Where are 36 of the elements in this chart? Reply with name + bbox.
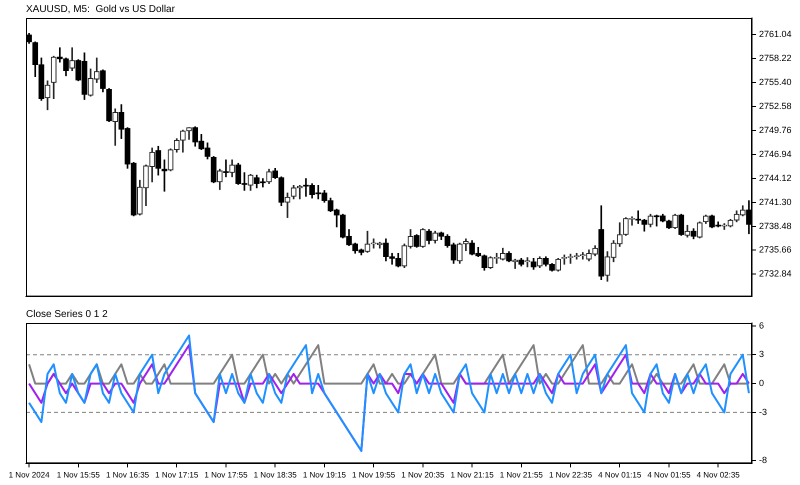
x-tick-label: 4 Nov 01:55 bbox=[647, 470, 692, 480]
x-tick-label: 1 Nov 19:55 bbox=[352, 470, 396, 480]
y-tick-label: 2758.22 bbox=[759, 53, 792, 64]
x-tick-label: 1 Nov 17:15 bbox=[155, 470, 199, 480]
x-tick-label: 1 Nov 21:55 bbox=[500, 470, 544, 480]
y-tick-label: -8 bbox=[759, 455, 768, 465]
candlestick bbox=[223, 160, 229, 178]
y-tick-label: 2752.58 bbox=[759, 100, 792, 111]
chart-title: XAUUSD, M5: Gold vs US Dollar bbox=[26, 4, 176, 15]
y-tick-label: -3 bbox=[759, 406, 768, 417]
x-tick-label: 1 Nov 17:55 bbox=[204, 470, 248, 480]
y-tick-label: 2738.48 bbox=[759, 220, 792, 231]
y-tick-label: 2746.94 bbox=[759, 148, 792, 159]
x-tick-label: 1 Nov 2024 bbox=[8, 470, 50, 480]
y-tick-label: 2749.76 bbox=[759, 124, 792, 135]
x-tick-label: 1 Nov 21:15 bbox=[450, 470, 494, 480]
x-tick-label: 1 Nov 20:35 bbox=[401, 470, 445, 480]
x-tick-label: 1 Nov 18:35 bbox=[254, 470, 298, 480]
y-tick-label: 2741.30 bbox=[759, 196, 792, 207]
candlestick bbox=[284, 192, 290, 218]
candlestick bbox=[162, 160, 168, 192]
y-tick-label: 2744.12 bbox=[759, 172, 792, 183]
x-tick-label: 1 Nov 22:35 bbox=[548, 470, 593, 480]
y-tick-label: 3 bbox=[759, 349, 764, 360]
x-tick-label: 1 Nov 15:55 bbox=[56, 470, 100, 480]
y-tick-label: 2755.40 bbox=[759, 77, 792, 88]
x-tick-label: 1 Nov 16:35 bbox=[106, 470, 150, 480]
y-tick-label: 0 bbox=[759, 378, 764, 388]
y-tick-label: 6 bbox=[759, 320, 764, 330]
x-tick-label: 4 Nov 02:35 bbox=[696, 470, 740, 480]
y-tick-label: 2761.04 bbox=[759, 29, 792, 40]
y-tick-label: 2735.66 bbox=[759, 244, 792, 255]
x-tick-label: 1 Nov 19:15 bbox=[302, 470, 347, 480]
chart-title: Close Series 0 1 2 bbox=[26, 308, 108, 320]
x-tick-label: 4 Nov 01:15 bbox=[598, 470, 642, 480]
y-tick-label: 2732.84 bbox=[759, 268, 792, 279]
